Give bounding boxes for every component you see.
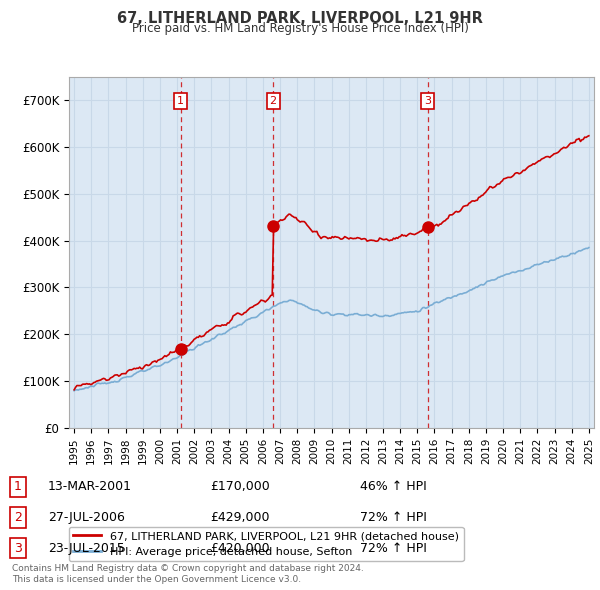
Legend: 67, LITHERLAND PARK, LIVERPOOL, L21 9HR (detached house), HPI: Average price, de: 67, LITHERLAND PARK, LIVERPOOL, L21 9HR … xyxy=(69,527,464,561)
Text: £170,000: £170,000 xyxy=(210,480,270,493)
Text: 3: 3 xyxy=(424,96,431,106)
Text: 3: 3 xyxy=(14,542,22,555)
Text: 1: 1 xyxy=(177,96,184,106)
Text: 13-MAR-2001: 13-MAR-2001 xyxy=(48,480,132,493)
Text: Contains HM Land Registry data © Crown copyright and database right 2024.: Contains HM Land Registry data © Crown c… xyxy=(12,565,364,573)
Text: This data is licensed under the Open Government Licence v3.0.: This data is licensed under the Open Gov… xyxy=(12,575,301,584)
Text: 72% ↑ HPI: 72% ↑ HPI xyxy=(360,542,427,555)
Text: 67, LITHERLAND PARK, LIVERPOOL, L21 9HR: 67, LITHERLAND PARK, LIVERPOOL, L21 9HR xyxy=(117,11,483,25)
Text: 27-JUL-2006: 27-JUL-2006 xyxy=(48,511,125,524)
Text: 2: 2 xyxy=(269,96,277,106)
Text: 46% ↑ HPI: 46% ↑ HPI xyxy=(360,480,427,493)
Text: £429,000: £429,000 xyxy=(210,511,269,524)
Text: 2: 2 xyxy=(14,511,22,524)
Text: 23-JUL-2015: 23-JUL-2015 xyxy=(48,542,125,555)
Text: Price paid vs. HM Land Registry's House Price Index (HPI): Price paid vs. HM Land Registry's House … xyxy=(131,22,469,35)
Text: 72% ↑ HPI: 72% ↑ HPI xyxy=(360,511,427,524)
Text: £420,000: £420,000 xyxy=(210,542,269,555)
Text: 1: 1 xyxy=(14,480,22,493)
